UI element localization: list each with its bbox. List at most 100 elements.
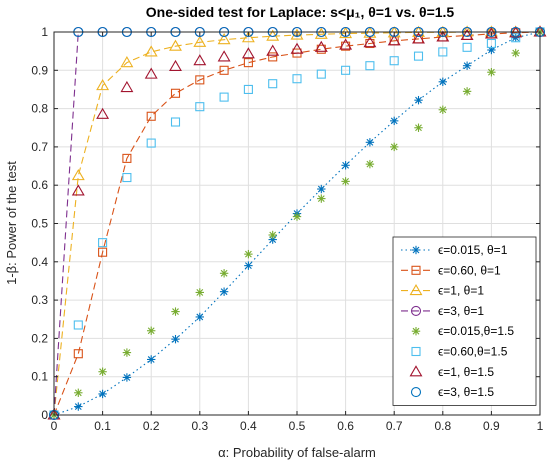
legend-marker [411, 265, 421, 275]
data-point [292, 74, 302, 84]
data-point [243, 84, 253, 94]
data-point [219, 287, 229, 296]
data-point [73, 320, 83, 330]
data-point [217, 50, 231, 62]
data-point [241, 47, 255, 59]
legend-item: ϵ=0.60,θ=1.5 [411, 345, 508, 359]
data-point [171, 334, 180, 344]
data-point [266, 44, 280, 56]
data-point [193, 35, 207, 47]
legend-item: ϵ=1, θ=1.5 [409, 365, 494, 379]
data-point [363, 36, 377, 48]
y-tick-label: 0.4 [31, 255, 48, 269]
data-point [365, 159, 375, 169]
data-point [316, 69, 326, 79]
axis-ticks: 0 0.1 0.2 0.3 0.4 0.5 0.6 0.7 0.8 0.9 1 0 0.1 0.2 0.3 0… [31, 25, 543, 433]
data-point [193, 54, 207, 66]
data-point [462, 61, 472, 70]
data-point [217, 33, 231, 45]
x-tick-label: 0.4 [240, 419, 257, 433]
legend-label: ϵ=3, θ=1 [438, 304, 484, 318]
x-tick-label: 0.2 [143, 419, 160, 433]
data-point [438, 47, 448, 57]
legend-item: ϵ=1, θ=1 [401, 284, 484, 298]
data-point [390, 116, 399, 126]
legend-marker [410, 305, 422, 316]
legend-marker [411, 245, 421, 255]
data-point [462, 42, 472, 52]
data-point [98, 247, 108, 257]
data-point [171, 307, 180, 316]
data-point [120, 80, 134, 93]
x-tick-label: 0.8 [434, 419, 451, 433]
y-tick-label: 0.7 [31, 140, 48, 154]
legend-marker [409, 365, 423, 377]
data-point [120, 56, 134, 68]
data-point [169, 59, 182, 72]
data-point [412, 32, 425, 44]
chart-title: One-sided test for Laplace: s<μ₁, θ=1 vs… [146, 4, 455, 20]
data-point [98, 367, 107, 376]
data-point [511, 33, 521, 43]
legend-marker [409, 284, 423, 296]
y-tick-label: 0.2 [31, 331, 48, 345]
data-point [122, 348, 132, 357]
data-point [195, 288, 204, 297]
series-6 [47, 25, 547, 420]
data-point [438, 105, 447, 114]
data-point [292, 212, 302, 221]
legend-label: ϵ=0.60,θ=1.5 [438, 345, 508, 359]
data-point [486, 38, 496, 49]
data-point [241, 31, 255, 43]
data-point [341, 177, 350, 186]
legend-label: ϵ=0.015, θ=1 [438, 243, 508, 257]
data-point [314, 27, 328, 39]
data-point [71, 169, 85, 181]
data-point [74, 402, 83, 411]
data-point [414, 123, 423, 132]
data-point [96, 79, 110, 91]
data-point [244, 261, 253, 270]
legend-item: ϵ=0.015, θ=1 [401, 243, 508, 257]
legend-item: ϵ=0.60, θ=1 [401, 263, 501, 277]
data-point [122, 153, 132, 163]
x-tick-label: 0.3 [191, 419, 208, 433]
data-point [268, 79, 278, 89]
data-point [71, 184, 85, 196]
data-point [144, 67, 158, 79]
y-axis-label: 1-β: Power of the test [4, 161, 19, 285]
x-tick-label: 0.9 [483, 419, 500, 433]
data-point [144, 45, 158, 57]
data-point [98, 389, 107, 399]
data-point [462, 87, 472, 96]
data-point [268, 52, 278, 62]
x-tick-label: 0.7 [386, 419, 403, 433]
data-point [268, 230, 277, 240]
data-point [317, 184, 326, 194]
data-point [438, 77, 447, 86]
legend-label: ϵ=0.015,θ=1.5 [438, 324, 514, 338]
data-point [243, 58, 253, 68]
x-tick-label: 0.1 [94, 419, 111, 433]
data-point [147, 355, 156, 364]
data-point [244, 249, 253, 259]
legend-item: ϵ=3, θ=1 [401, 304, 484, 318]
y-tick-label: 0.3 [31, 293, 48, 307]
series-4 [49, 27, 545, 420]
legend-label: ϵ=0.60, θ=1 [438, 263, 501, 277]
data-point [122, 373, 132, 382]
data-point [74, 388, 83, 397]
data-point [146, 111, 156, 121]
data-point [98, 238, 108, 248]
x-tick-label: 0.6 [337, 419, 354, 433]
data-point [460, 28, 474, 40]
data-point [170, 117, 181, 127]
data-point [290, 28, 304, 40]
legend: ϵ=0.015, θ=1 ϵ=0.60, θ=1 ϵ=1, θ=1 ϵ=3, θ=1 ϵ… [392, 236, 537, 406]
y-tick-label: 1 [41, 25, 48, 39]
legend-label: ϵ=1, θ=1 [438, 284, 484, 298]
legend-marker [411, 346, 421, 357]
x-tick-label: 1 [537, 419, 544, 433]
data-point [122, 172, 132, 183]
